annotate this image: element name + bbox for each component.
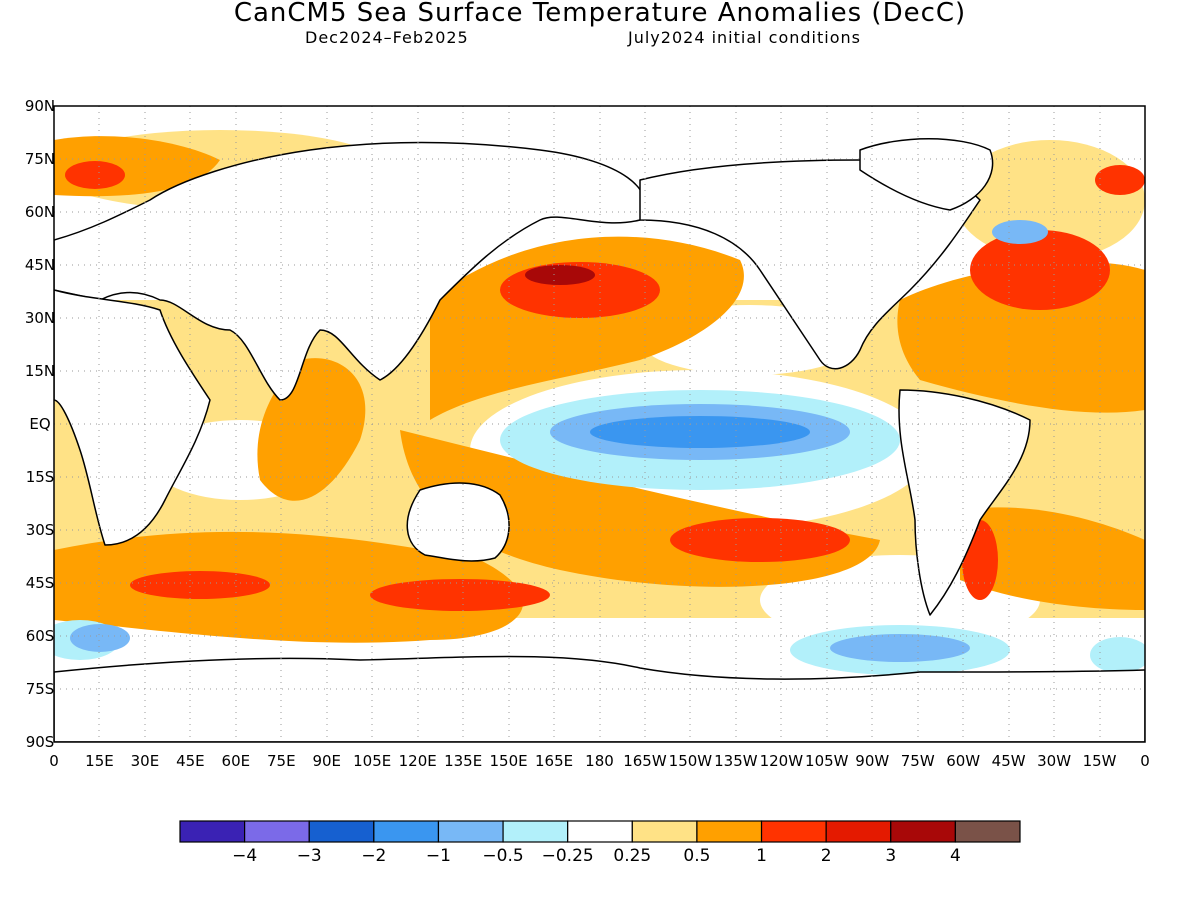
initial-conditions: July2024 initial conditions [628,28,861,47]
lon-label: 135E [444,752,482,770]
lon-label: 15E [85,752,114,770]
colorbar-swatch [437,820,504,843]
lon-label: 60E [222,752,251,770]
map-title: CanCM5 Sea Surface Temperature Anomalies… [233,0,967,28]
colorbar-label: 4 [950,846,961,866]
lon-label: 75W [901,752,935,770]
lon-label: 45E [176,752,205,770]
colorbar-label: 0.25 [613,846,651,866]
lat-label: 75S [26,680,55,698]
anomaly-warm-extreme [525,265,595,285]
graticule [54,106,1145,742]
colorbar-label: −1 [426,846,451,866]
lat-label: 90S [26,733,55,751]
colorbar-swatch [696,820,763,843]
lat-label: EQ [29,415,50,433]
lon-label: 165E [535,752,573,770]
australia-landmass [406,482,510,562]
colorbar-swatch [825,820,892,843]
colorbar-swatch [308,820,375,843]
antarctica-landmass [54,655,1145,742]
lat-label: 15S [26,468,55,486]
lat-label: 45N [25,256,55,274]
colorbar-label: −0.25 [542,846,594,866]
lon-label: 105W [805,752,849,770]
lon-label: 135W [714,752,758,770]
colorbar-label: −3 [297,846,322,866]
greenland-landmass [859,138,994,211]
lon-label: 45W [992,752,1026,770]
colorbar-swatch [373,820,440,843]
colorbar-label: 3 [885,846,896,866]
lon-label: 150E [490,752,528,770]
forecast-period: Dec2024–Feb2025 [305,28,469,47]
colorbar-swatch [954,820,1021,843]
colorbar [179,820,1021,843]
lat-label: 30N [25,309,55,327]
lon-label: 180 [585,752,614,770]
colorbar-labels: −4 −3 −2 −1 −0.5 −0.25 0.25 0.5 1 2 3 4 [232,846,961,866]
longitude-labels: 0 15E 30E 45E 60E 75E 90E 105E 120E 135E 150E 165E 1… [49,752,1150,770]
eurasia-landmass [54,141,646,401]
lon-label: 90E [312,752,341,770]
lon-label: 105E [353,752,391,770]
colorbar-swatch [631,820,698,843]
colorbar-swatch [502,820,569,843]
lon-label: 75E [267,752,296,770]
colorbar-label: 1 [756,846,767,866]
africa-landmass [54,289,211,546]
lon-label: 120W [760,752,804,770]
lon-label: 165W [623,752,667,770]
anomaly-warm-strong [65,161,1145,611]
south-america-landmass [898,389,1031,616]
colorbar-swatch [567,820,633,843]
lat-label: 45S [26,574,55,592]
lat-label: 75N [25,150,55,168]
colorbar-swatch [244,820,310,843]
lat-label: 15N [25,362,55,380]
lon-label: 0 [49,752,59,770]
colorbar-label: −2 [361,846,386,866]
colorbar-label: −4 [232,846,257,866]
latitude-labels: 90N 75N 60N 45N 30N 15N EQ 15S 30S 45S 60S 75S 90S [25,97,55,751]
colorbar-swatch [890,820,956,843]
colorbar-swatch [179,820,246,843]
anomaly-field [54,106,1145,742]
colorbar-swatch [760,820,827,843]
lat-label: 60N [25,203,55,221]
lat-label: 60S [26,627,55,645]
colorbar-label: −0.5 [482,846,523,866]
colorbar-label: 2 [821,846,832,866]
lat-label: 30S [26,521,55,539]
lon-label: 60W [946,752,980,770]
lon-label: 90W [855,752,889,770]
lon-label: 0 [1140,752,1150,770]
plot-frame [53,105,1146,743]
lon-label: 150W [669,752,713,770]
lat-label: 90N [25,97,55,115]
lon-label: 30W [1037,752,1071,770]
lon-label: 30E [131,752,160,770]
lon-label: 120E [399,752,437,770]
colorbar-label: 0.5 [683,846,710,866]
lon-label: 15W [1083,752,1117,770]
